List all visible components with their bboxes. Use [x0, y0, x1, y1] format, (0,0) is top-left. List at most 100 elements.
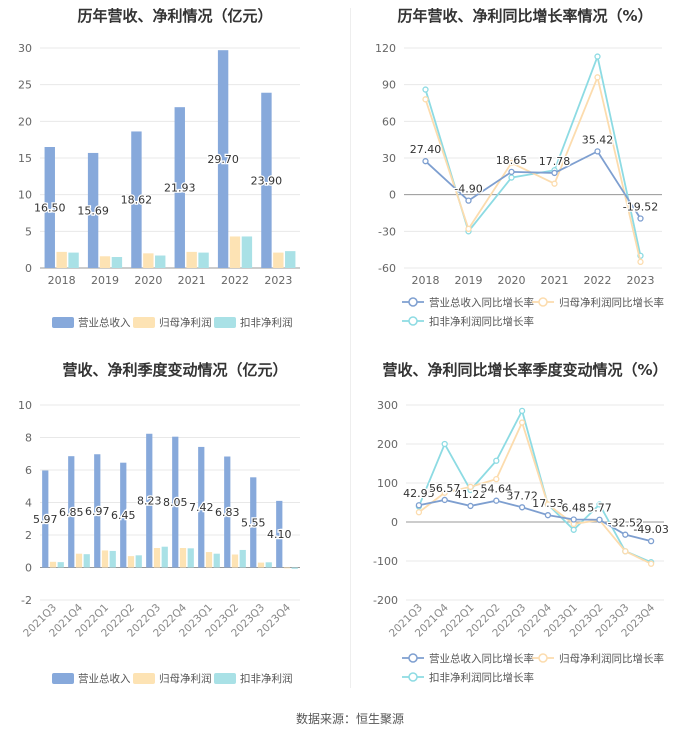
x-tick-label: 2020	[134, 274, 162, 287]
x-tick-label: 2023	[627, 274, 655, 287]
vertical-divider	[350, 8, 351, 688]
data-point-3	[596, 501, 603, 508]
data-label: 37.72	[506, 489, 537, 502]
data-point-2	[415, 509, 423, 516]
y-tick-label: 30	[18, 42, 32, 55]
data-point-1	[570, 516, 577, 523]
legend-marker	[408, 297, 418, 307]
chart-svg: 0 5 10 15 20 25 30 2018 2019 2020 2021 2022 2023 16.5…	[18, 42, 300, 329]
bar-2	[143, 253, 154, 268]
x-tick-label: 2019	[91, 274, 119, 287]
legend-label: 归母净利润同比增长率	[559, 296, 664, 309]
data-label: 56.57	[429, 482, 461, 495]
legend-marker	[538, 297, 548, 307]
bar-3	[57, 562, 64, 568]
bar-1	[87, 152, 99, 268]
bar-3	[198, 252, 209, 268]
bar-1	[42, 470, 49, 568]
legend-marker	[408, 316, 418, 326]
x-tick-label: 2019	[455, 274, 483, 287]
data-point-1	[551, 169, 558, 177]
y-tick-label: 200	[377, 438, 398, 451]
bar-2	[75, 553, 83, 568]
y-tick-label: 4	[25, 497, 32, 510]
data-point-3	[518, 407, 526, 414]
data-point-3	[570, 526, 577, 533]
data-point-1	[441, 496, 448, 504]
bar-2	[127, 556, 135, 568]
data-label: 17.78	[539, 155, 571, 168]
data-label: 6.97	[85, 505, 110, 518]
legend-swatch	[214, 673, 236, 684]
bar-2	[56, 251, 67, 268]
data-label: 6.48	[561, 501, 586, 514]
y-tick-label: -100	[373, 555, 398, 568]
legend-swatch	[52, 673, 74, 684]
data-point-2	[465, 225, 472, 233]
y-tick-label: 300	[377, 399, 398, 412]
x-tick-label: 2018	[412, 274, 440, 287]
x-tick-label: 2022	[221, 274, 249, 287]
data-label: 54.64	[481, 483, 513, 496]
y-tick-label: 0	[25, 262, 32, 275]
data-label: 6.83	[215, 506, 240, 519]
legend-label: 扣非净利润	[240, 672, 293, 685]
bar-1	[174, 107, 185, 269]
data-label: 7.42	[189, 501, 214, 514]
bar-2	[231, 554, 239, 568]
data-label: 27.40	[410, 143, 442, 156]
y-tick-label: -60	[378, 262, 396, 275]
bar-3	[111, 257, 123, 268]
x-tick-label: 2021	[178, 274, 206, 287]
bar-1	[276, 500, 283, 568]
y-tick-label: 10	[18, 399, 32, 412]
x-tick-label: 2022	[584, 274, 612, 287]
bar-1	[68, 456, 75, 568]
legend-swatch	[52, 317, 74, 328]
bar-1	[250, 477, 257, 568]
data-label: -32.52	[608, 517, 643, 530]
legend-marker	[408, 672, 418, 682]
legend-label: 归母净利润	[159, 316, 212, 329]
bar-3	[239, 549, 246, 568]
y-tick-label: 30	[382, 152, 396, 165]
y-tick-label: 8	[25, 432, 32, 445]
data-label: 18.62	[121, 194, 153, 207]
chart-title: 营收、净利季度变动情况（亿元）	[62, 361, 288, 379]
chart-svg: -200-10001002003002021Q32021Q42022Q12022…	[373, 399, 670, 684]
y-tick-label: -2	[21, 594, 32, 607]
bar-1	[172, 436, 179, 568]
legend-swatch	[133, 673, 155, 684]
bar-2	[257, 562, 265, 568]
chart-svg: -202468102021Q32021Q42022Q12022Q22022Q32…	[18, 399, 300, 685]
bar-3	[291, 567, 298, 569]
x-tick-label: 2018	[48, 274, 76, 287]
data-point-2	[622, 548, 629, 555]
bar-3	[241, 236, 253, 268]
data-point-1	[647, 537, 655, 545]
legend-swatch	[133, 317, 155, 328]
data-label: 6.45	[111, 509, 136, 522]
data-point-3	[594, 53, 601, 60]
data-point-2	[637, 258, 644, 266]
data-point-2	[551, 180, 558, 187]
bar-3	[161, 546, 168, 568]
data-point-1	[518, 504, 526, 511]
bar-3	[135, 555, 142, 568]
data-label: 29.70	[207, 153, 239, 166]
y-tick-label: 120	[375, 42, 396, 55]
data-point-1	[467, 502, 474, 510]
data-label: 35.42	[582, 133, 614, 146]
data-point-1	[594, 148, 601, 155]
legend-marker	[538, 653, 548, 663]
y-tick-label: 6	[25, 464, 32, 477]
legend-label: 归母净利润同比增长率	[559, 652, 664, 665]
data-point-2	[594, 74, 601, 81]
bar-3	[68, 252, 79, 268]
y-tick-label: 0	[389, 189, 396, 202]
data-label: 21.93	[164, 182, 196, 195]
legend-label: 扣非净利润同比增长率	[429, 315, 534, 328]
annual-growth-rate-chart: 历年营收、净利同比增长率情况（%） -60 -30 0 30 60 90 120 2018 20…	[350, 0, 700, 340]
y-tick-label: 0	[25, 562, 32, 575]
series-line-1	[418, 499, 652, 542]
